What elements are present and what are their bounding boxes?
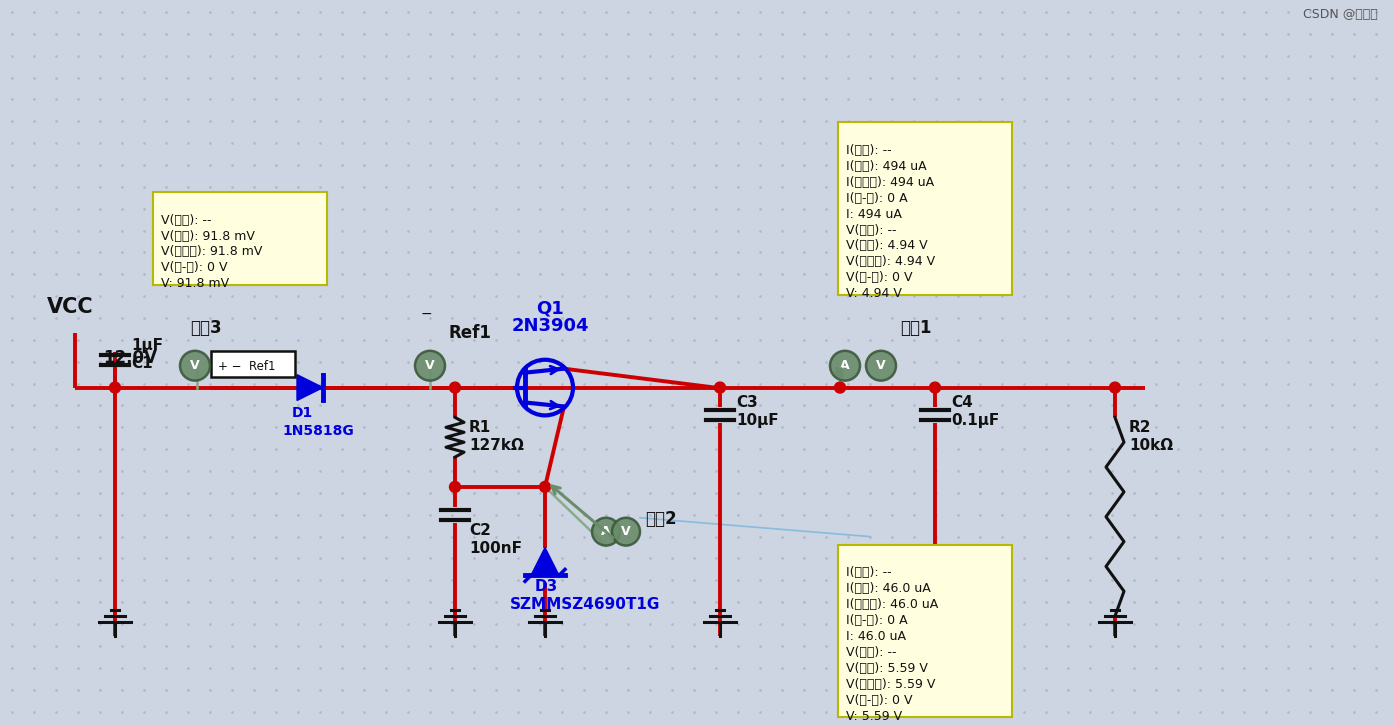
Text: V(频率): --: V(频率): -- (846, 646, 897, 659)
Text: V(峰-峰): 0 V: V(峰-峰): 0 V (846, 271, 912, 284)
Circle shape (834, 382, 846, 393)
Text: V(频率): --: V(频率): -- (846, 223, 897, 236)
Text: V(直流): 4.94 V: V(直流): 4.94 V (846, 239, 928, 252)
Circle shape (866, 351, 896, 381)
Text: V(频率): --: V(频率): -- (162, 214, 212, 227)
Text: V: 4.94 V: V: 4.94 V (846, 287, 901, 300)
Text: 1N5818G: 1N5818G (281, 424, 354, 439)
Text: 10kΩ: 10kΩ (1128, 438, 1173, 453)
FancyBboxPatch shape (839, 123, 1011, 295)
Text: I(频率): --: I(频率): -- (846, 566, 892, 579)
Text: V: V (876, 359, 886, 372)
Text: C3: C3 (736, 395, 758, 410)
FancyBboxPatch shape (839, 544, 1011, 718)
Text: V(直流): 91.8 mV: V(直流): 91.8 mV (162, 230, 255, 243)
Text: I(峰-峰): 0 A: I(峰-峰): 0 A (846, 614, 908, 627)
Text: V(直流): 5.59 V: V(直流): 5.59 V (846, 662, 928, 675)
Text: I(有效值): 494 uA: I(有效值): 494 uA (846, 176, 935, 189)
Text: −: − (421, 307, 432, 321)
Text: 探酈2: 探酈2 (645, 510, 677, 528)
Text: A: A (840, 359, 850, 372)
Text: 10μF: 10μF (736, 413, 779, 428)
Text: 100nF: 100nF (469, 541, 522, 555)
Circle shape (612, 518, 639, 546)
Text: C2: C2 (469, 523, 490, 538)
Circle shape (539, 481, 550, 492)
Text: Ref1: Ref1 (449, 324, 490, 342)
Text: V: V (621, 525, 631, 538)
FancyBboxPatch shape (210, 351, 295, 376)
FancyBboxPatch shape (153, 192, 327, 285)
Circle shape (715, 382, 726, 393)
Text: V: V (191, 359, 199, 372)
Text: V: 5.59 V: V: 5.59 V (846, 710, 903, 723)
Text: D3: D3 (535, 579, 559, 594)
Text: 127kΩ: 127kΩ (469, 438, 524, 453)
Circle shape (450, 382, 461, 393)
Circle shape (450, 481, 461, 492)
Circle shape (180, 351, 210, 381)
Text: I(有效值): 46.0 uA: I(有效值): 46.0 uA (846, 598, 939, 611)
Text: V(有效值): 91.8 mV: V(有效值): 91.8 mV (162, 246, 262, 258)
Text: R2: R2 (1128, 420, 1152, 435)
Text: I(频率): --: I(频率): -- (846, 144, 892, 157)
Text: I(峰-峰): 0 A: I(峰-峰): 0 A (846, 192, 908, 204)
Text: I: 46.0 uA: I: 46.0 uA (846, 630, 905, 643)
Polygon shape (297, 375, 323, 400)
Text: V(峰-峰): 0 V: V(峰-峰): 0 V (846, 694, 912, 707)
Text: I(直流): 494 uA: I(直流): 494 uA (846, 160, 926, 173)
Text: C4: C4 (951, 395, 972, 410)
Text: C1: C1 (131, 356, 153, 370)
Text: 探酈1: 探酈1 (900, 319, 932, 337)
Text: I: 494 uA: I: 494 uA (846, 207, 901, 220)
Circle shape (1109, 382, 1120, 393)
Text: + −  Ref1: + − Ref1 (217, 360, 276, 373)
Text: 探酈3: 探酈3 (189, 319, 221, 337)
Text: I(直流): 46.0 uA: I(直流): 46.0 uA (846, 582, 931, 595)
Circle shape (592, 518, 620, 546)
Text: A: A (602, 525, 610, 538)
Text: 12.0V: 12.0V (103, 349, 157, 367)
Text: R1: R1 (469, 420, 492, 435)
Text: V(峰-峰): 0 V: V(峰-峰): 0 V (162, 261, 227, 274)
Text: VCC: VCC (47, 297, 93, 317)
Text: 0.1μF: 0.1μF (951, 413, 999, 428)
Circle shape (415, 351, 444, 381)
Text: V: V (425, 359, 435, 372)
Text: 2N3904: 2N3904 (511, 317, 589, 335)
Text: Q1: Q1 (536, 299, 564, 317)
Text: V: 91.8 mV: V: 91.8 mV (162, 277, 228, 290)
Text: D1: D1 (293, 407, 313, 420)
Circle shape (929, 382, 940, 393)
Polygon shape (531, 547, 559, 576)
Text: V(有效值): 5.59 V: V(有效值): 5.59 V (846, 678, 935, 691)
Text: 1μF: 1μF (131, 338, 163, 353)
Circle shape (830, 351, 859, 381)
Text: CSDN @粒米茱: CSDN @粒米茱 (1302, 8, 1378, 21)
Text: V(有效值): 4.94 V: V(有效值): 4.94 V (846, 255, 935, 268)
Circle shape (110, 382, 121, 393)
Text: SZMMSZ4690T1G: SZMMSZ4690T1G (510, 597, 660, 612)
